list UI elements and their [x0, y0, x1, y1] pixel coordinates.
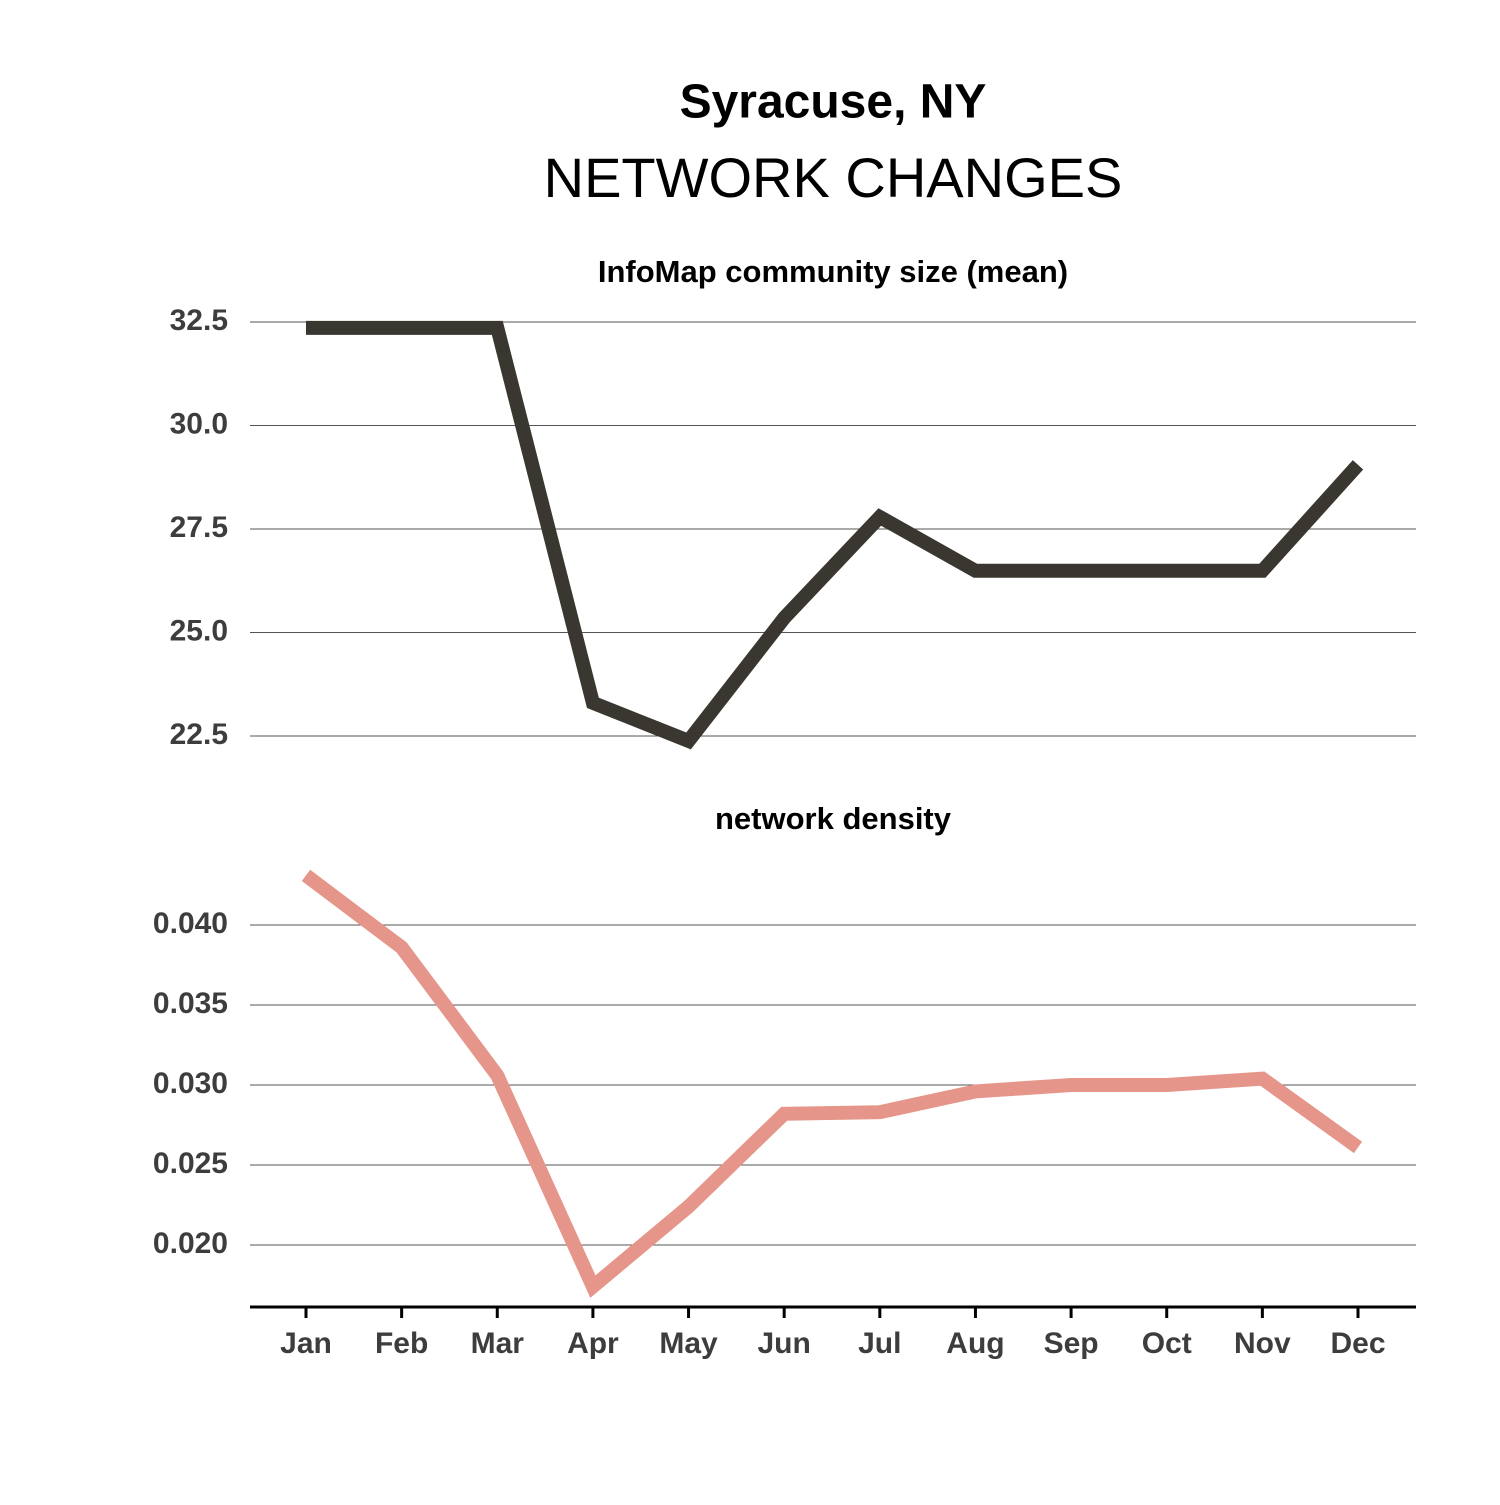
figure-title: Syracuse, NY — [680, 76, 987, 129]
x-tick-label: Sep — [1044, 1327, 1099, 1360]
x-tick-label: Feb — [375, 1327, 428, 1360]
panel-title: network density — [715, 801, 952, 836]
x-tick-label: Dec — [1330, 1327, 1385, 1360]
data-line — [306, 320, 1364, 750]
y-tick-label: 32.5 — [170, 304, 228, 337]
x-tick-label: Mar — [471, 1327, 525, 1360]
y-tick-label: 0.020 — [153, 1227, 228, 1260]
x-tick-label: Apr — [567, 1327, 619, 1360]
y-tick-label: 30.0 — [170, 407, 228, 440]
panel-title: InfoMap community size (mean) — [598, 254, 1068, 289]
x-tick-label: Jul — [858, 1327, 901, 1360]
y-tick-label: 27.5 — [170, 511, 228, 544]
data-line — [301, 869, 1363, 1298]
y-tick-label: 0.030 — [153, 1067, 228, 1100]
x-tick-label: Jan — [280, 1327, 332, 1360]
y-tick-label: 0.040 — [153, 907, 228, 940]
x-tick-label: Aug — [946, 1327, 1004, 1360]
x-tick-label: Jun — [758, 1327, 811, 1360]
x-tick-label: Oct — [1142, 1327, 1192, 1360]
x-tick-label: May — [659, 1327, 718, 1360]
x-tick-label: Nov — [1234, 1327, 1291, 1360]
y-tick-label: 0.025 — [153, 1147, 228, 1180]
y-tick-label: 0.035 — [153, 987, 228, 1020]
y-tick-label: 25.0 — [170, 614, 228, 647]
y-tick-label: 22.5 — [170, 718, 228, 751]
figure-subtitle: NETWORK CHANGES — [544, 146, 1123, 209]
